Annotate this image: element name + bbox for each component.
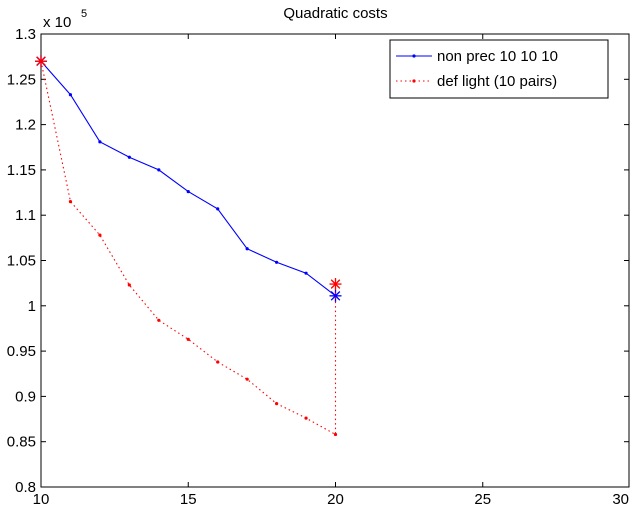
star-marker [329, 278, 342, 291]
y-tick-label: 1.3 [15, 26, 36, 43]
data-point [245, 247, 249, 251]
data-point [304, 416, 308, 420]
data-point [157, 318, 161, 322]
data-point [68, 93, 73, 97]
legend-item: non prec 10 10 10 [396, 48, 558, 65]
y-tick-label: 0.9 [15, 388, 36, 405]
y-tick-label: 1.25 [7, 71, 36, 88]
series-line [40, 61, 337, 436]
data-point [157, 168, 161, 172]
legend-box [389, 39, 609, 99]
legend-label: non prec 10 10 10 [437, 48, 558, 65]
y-tick-label: 1.15 [7, 162, 36, 179]
y-tick-label: 0.8 [15, 479, 36, 496]
data-point [68, 200, 73, 204]
series-2 [35, 55, 342, 437]
legend-label: def light (10 pairs) [437, 73, 557, 90]
series-1 [35, 55, 342, 302]
data-point [127, 155, 131, 159]
plot-area [40, 33, 630, 488]
data-point [216, 207, 220, 211]
data-point [216, 360, 220, 364]
data-point [98, 233, 102, 237]
legend-marker-sample [412, 79, 416, 83]
y-tick-label: 1.1 [15, 207, 36, 224]
data-point [186, 337, 190, 341]
y-tick-label: 1.05 [7, 253, 36, 270]
star-marker [35, 55, 47, 68]
y-tick-label: 1 [28, 298, 36, 315]
legend-marker-sample [412, 54, 416, 58]
data-point [304, 271, 308, 275]
x-tick-label: 25 [474, 491, 491, 508]
y-axis: 0.8 0.85 0.9 0.95 1 1.05 1.1 1.15 1.2 1.25 1.3 [7, 26, 629, 496]
data-point [333, 432, 338, 437]
series-layer [35, 55, 342, 437]
y-axis-multiplier: x 10 5 [43, 8, 87, 31]
y-tick-label: 1.2 [15, 117, 36, 134]
x-axis: 10 15 20 25 30 [33, 34, 630, 508]
x-tick-label: 30 [612, 491, 629, 508]
legend-item: def light (10 pairs) [396, 73, 557, 90]
x-tick-label: 15 [180, 491, 197, 508]
y-tick-label: 0.95 [7, 343, 36, 360]
x-tick-label: 20 [327, 491, 344, 508]
data-point [127, 283, 131, 287]
y-multiplier-base: x 10 [43, 14, 71, 31]
data-point [275, 260, 279, 264]
x-tick-label: 10 [33, 491, 50, 508]
legend: non prec 10 10 10 def light (10 pairs) [389, 39, 609, 99]
data-point [245, 377, 249, 381]
star-marker [329, 289, 342, 302]
chart-title: Quadratic costs [283, 5, 387, 22]
data-point [98, 140, 102, 144]
data-point [275, 402, 279, 406]
data-point [186, 190, 190, 194]
y-tick-label: 0.85 [7, 434, 36, 451]
y-multiplier-exponent: 5 [81, 8, 87, 20]
